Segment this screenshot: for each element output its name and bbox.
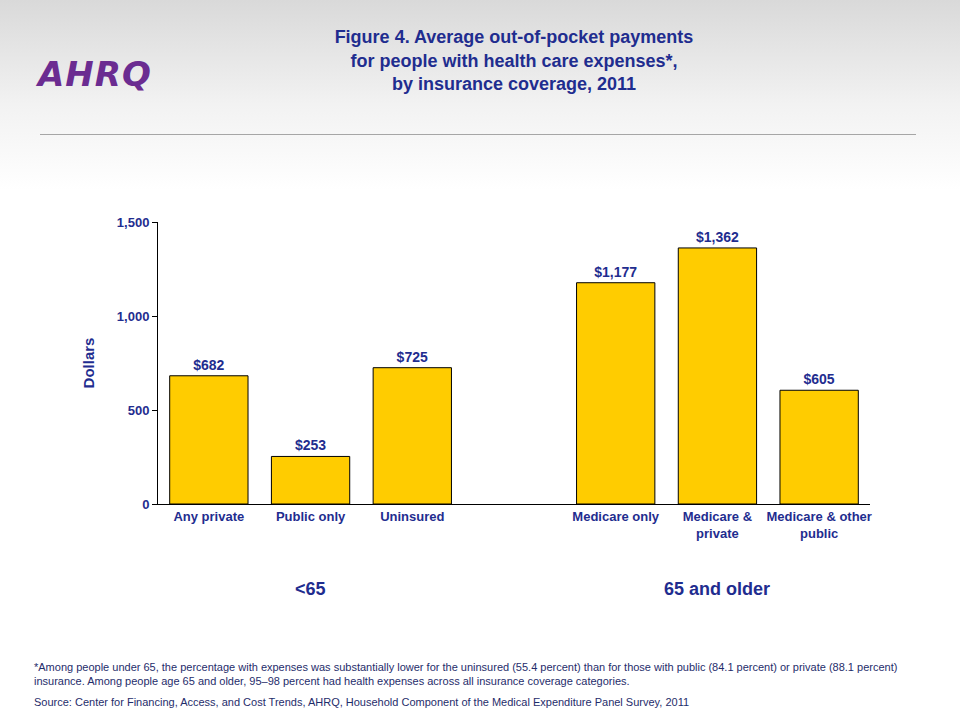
svg-text:Medicare only: Medicare only [572,509,659,524]
html-text:Source: Center for Financing,: Source: Center for Financing, Access, an… [34,696,690,708]
svg-text:Uninsured: Uninsured [380,509,444,524]
svg-text:Public only: Public only [276,509,346,524]
svg-text:$1,362: $1,362 [696,229,739,245]
svg-text:$725: $725 [397,349,428,365]
svg-text:500: 500 [128,403,150,418]
svg-text:1,500: 1,500 [117,215,150,230]
svg-text:Dollars: Dollars [80,338,97,389]
svg-text:0: 0 [142,497,149,512]
svg-text:$1,177: $1,177 [594,264,637,280]
svg-text:Any private: Any private [173,509,244,524]
html-text:*Among people under 65, the pe: *Among people under 65, the percentage w… [34,661,898,687]
svg-text:$253: $253 [295,437,326,453]
svg-text:1,000: 1,000 [117,309,150,324]
svg-text:Medicare &private: Medicare &private [683,509,752,541]
svg-text:$682: $682 [193,357,224,373]
svg-text:Medicare & otherpublic: Medicare & otherpublic [766,509,871,541]
svg-text:$605: $605 [803,371,834,387]
svg-text:<65: <65 [295,579,326,599]
svg-text:65 and older: 65 and older [664,579,770,599]
svg-text:Figure 4. Average out-of-pocke: Figure 4. Average out-of-pocket payments… [335,27,694,94]
html-text:AHRQ: AHRQ [38,54,152,94]
